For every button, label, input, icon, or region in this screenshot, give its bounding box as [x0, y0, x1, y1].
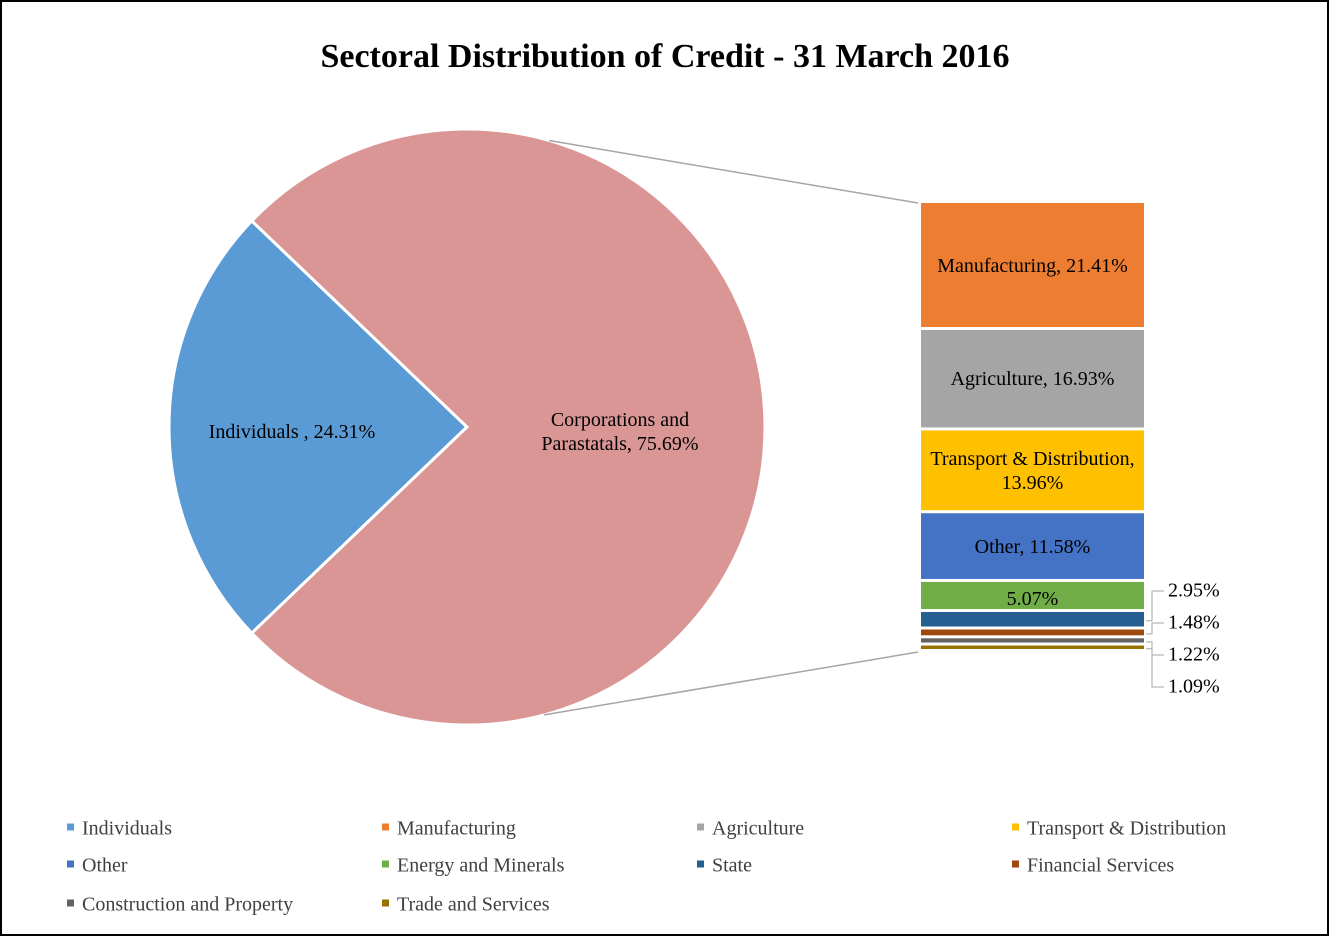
legend-label: Financial Services	[1027, 854, 1175, 877]
bar-segment	[921, 645, 1144, 649]
bar-segment	[921, 203, 1144, 328]
segment-label: 1.22%	[1168, 643, 1220, 666]
segment-label: 1.48%	[1168, 611, 1220, 634]
bar-segment	[921, 581, 1144, 610]
bar-segment	[921, 430, 1144, 511]
legend-label: Agriculture	[712, 817, 805, 840]
legend-label: Manufacturing	[397, 817, 516, 840]
segment-label: Agriculture, 16.93%	[950, 368, 1115, 391]
legend-entry: Transport & Distribution	[1012, 818, 1226, 841]
legend-swatch	[697, 823, 704, 831]
segment-label: Other, 11.58%	[974, 535, 1091, 558]
legend-swatch	[67, 860, 74, 868]
legend-swatch	[382, 860, 389, 868]
pie-slice	[249, 127, 767, 727]
segment-label: 2.95%	[1168, 579, 1220, 602]
slice-label: Individuals , 24.31%	[208, 421, 376, 443]
legend-entry: State	[697, 855, 752, 878]
legend-label: Trade and Services	[397, 893, 550, 916]
legend-label: State	[712, 854, 752, 877]
legend-entry: Other	[67, 855, 128, 878]
segment-label: Manufacturing, 21.41%	[937, 254, 1128, 277]
legend-swatch	[1012, 860, 1019, 868]
bar-segment	[921, 513, 1144, 579]
bar-segment	[921, 330, 1144, 428]
connector-line	[544, 651, 919, 716]
legend-swatch	[382, 899, 389, 907]
leader-line	[1146, 622, 1164, 635]
legend-swatch	[67, 823, 74, 831]
legend-entry: Construction and Property	[67, 894, 293, 917]
bar-segment	[921, 638, 1144, 643]
segment-label: 1.09%	[1168, 675, 1220, 698]
legend-entry: Agriculture	[697, 818, 804, 841]
legend-swatch	[67, 899, 74, 907]
legend-label: Construction and Property	[82, 893, 294, 916]
legend-label: Energy and Minerals	[397, 854, 565, 877]
legend-swatch	[382, 823, 389, 831]
chart-title: Sectoral Distribution of Credit - 31 Mar…	[320, 38, 1010, 75]
segment-label: Transport & Distribution, 13.96%	[930, 447, 1135, 494]
leader-line	[1146, 648, 1164, 688]
legend-entry: Individuals	[67, 818, 172, 841]
segment-label: 5.07%	[1006, 587, 1059, 610]
legend-label: Individuals	[82, 817, 172, 840]
legend-entry: Manufacturing	[382, 818, 516, 841]
pie-slice	[167, 218, 470, 636]
connector-line	[549, 139, 919, 204]
bar-segment	[921, 612, 1144, 627]
legend-label: Other	[82, 854, 128, 877]
leader-line	[1146, 590, 1164, 622]
slice-label: Corporations and Parastatals, 75.69%	[541, 409, 699, 455]
legend-swatch	[697, 860, 704, 868]
legend-label: Transport & Distribution	[1027, 817, 1227, 840]
legend-entry: Financial Services	[1012, 855, 1174, 878]
legend-entry: Energy and Minerals	[382, 855, 564, 878]
bar-segment	[921, 629, 1144, 636]
legend-entry: Trade and Services	[382, 894, 550, 917]
legend-swatch	[1012, 823, 1019, 831]
